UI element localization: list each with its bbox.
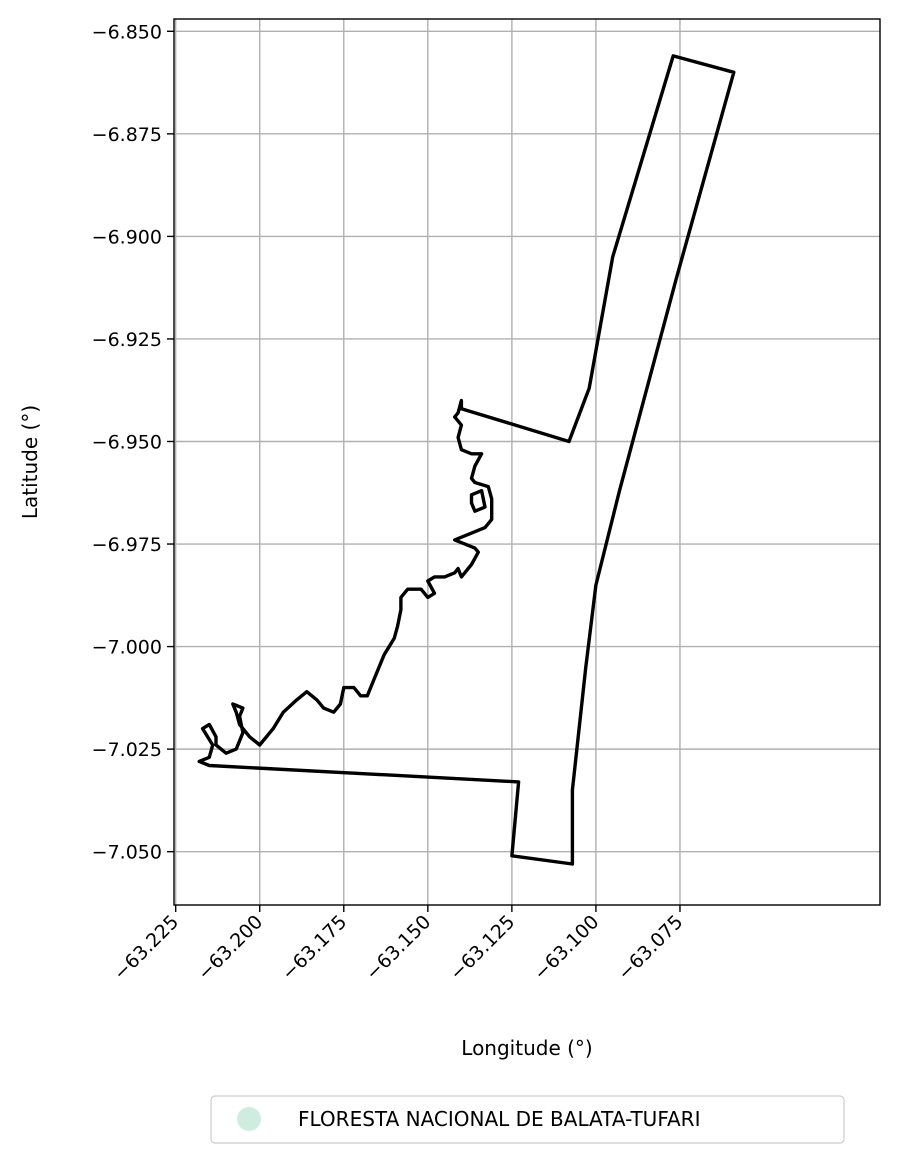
- legend-marker-icon: [237, 1107, 261, 1131]
- y-tick-label: −6.950: [92, 431, 162, 453]
- x-axis-ticks: −63.225 −63.200 −63.175 −63.150 −63.125 −63.1…: [109, 905, 688, 985]
- y-tick-label: −7.025: [92, 739, 162, 761]
- y-tick-label: −6.975: [92, 534, 162, 556]
- x-tick-label: −63.225: [109, 911, 183, 985]
- x-tick-label: −63.150: [362, 911, 436, 985]
- y-tick-label: −7.000: [92, 637, 162, 659]
- y-tick-label: −6.925: [92, 329, 162, 351]
- x-tick-label: −63.125: [446, 911, 520, 985]
- x-tick-label: −63.075: [614, 911, 688, 985]
- y-axis-label: Latitude (°): [18, 405, 42, 519]
- x-tick-label: −63.100: [530, 911, 604, 985]
- x-tick-label: −63.175: [277, 911, 351, 985]
- y-tick-label: −6.900: [92, 226, 162, 248]
- map-shapes: [197, 54, 736, 866]
- legend: FLORESTA NACIONAL DE BALATA-TUFARI: [210, 1095, 845, 1144]
- reserve-boundary: [197, 54, 736, 866]
- x-tick-label: −63.200: [193, 911, 267, 985]
- y-tick-label: −7.050: [92, 842, 162, 864]
- reserve-boundary-loop: [469, 489, 487, 513]
- plot-frame: [173, 18, 881, 906]
- y-axis-ticks: −6.850 −6.875 −6.900 −6.925 −6.950 −6.975 −7.0…: [92, 21, 174, 864]
- legend-box: [210, 1095, 845, 1144]
- y-tick-label: −6.850: [92, 21, 162, 43]
- grid-lines: [174, 19, 880, 905]
- legend-entry-label: FLORESTA NACIONAL DE BALATA-TUFARI: [298, 1107, 700, 1131]
- y-tick-label: −6.875: [92, 124, 162, 146]
- x-axis-label: Longitude (°): [461, 1036, 592, 1060]
